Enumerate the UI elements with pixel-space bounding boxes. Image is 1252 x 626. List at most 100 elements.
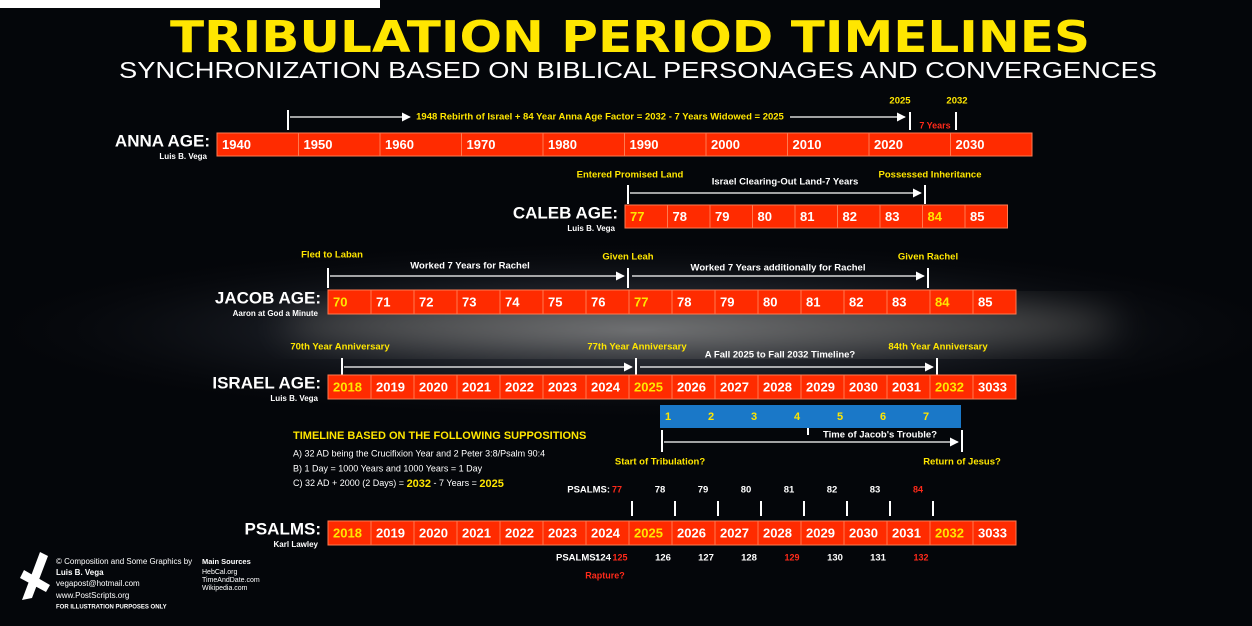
cell-value: 2030 (849, 525, 878, 540)
cell-value: 77 (634, 294, 648, 309)
psalm-number: 128 (741, 553, 757, 564)
psalm-number: 125 (612, 552, 627, 562)
cell-value: 3033 (978, 525, 1007, 540)
annotation: Time of Jacob's Trouble? (823, 430, 937, 441)
cell-value: 1990 (630, 137, 659, 152)
cell-value: 2021 (462, 379, 491, 394)
cell-value: 2031 (892, 379, 921, 394)
cell-value: 72 (419, 294, 433, 309)
row-label: ISRAEL AGE: (212, 373, 321, 392)
annotation: Return of Jesus? (923, 457, 1001, 468)
supposition: B) 1 Day = 1000 Years and 1000 Years = 1… (293, 463, 483, 473)
supposition: C) 32 AD + 2000 (2 Days) = 2032 - 7 Year… (293, 478, 504, 490)
cell-value: 2030 (956, 137, 985, 152)
annotation: A Fall 2025 to Fall 2032 Timeline? (705, 350, 856, 361)
psalm-number: 79 (698, 485, 709, 496)
psalm-number: 124 (595, 553, 612, 564)
cell-value: 73 (462, 294, 476, 309)
top-strip (0, 0, 380, 8)
row-label: CALEB AGE: (513, 203, 618, 222)
cell-value: 2020 (419, 525, 448, 540)
psalm-number: 84 (913, 484, 923, 494)
cell-value: 79 (715, 209, 729, 224)
cell-value: 2028 (763, 379, 792, 394)
row-sublabel: Luis B. Vega (567, 224, 615, 233)
cell-value: 2023 (548, 525, 577, 540)
source: HebCal.org (202, 569, 238, 576)
source: TimeAndDate.com (202, 577, 260, 584)
annotation: Worked 7 Years for Rachel (410, 261, 530, 272)
psalm-number: 77 (612, 484, 622, 494)
psalm-number: 126 (655, 553, 671, 564)
psalm-number: 78 (655, 485, 666, 496)
annotation: Given Leah (602, 252, 653, 263)
tribulation-year: 4 (794, 411, 801, 423)
title: TRIBULATION PERIOD TIMELINES (170, 12, 1090, 63)
cell-value: 3033 (978, 379, 1007, 394)
cell-value: 2030 (849, 379, 878, 394)
cell-value: 2024 (591, 379, 621, 394)
tribulation-year: 3 (751, 411, 757, 423)
row-sublabel: Karl Lawley (274, 540, 319, 549)
subtitle: SYNCHRONIZATION BASED ON BIBLICAL PERSON… (119, 57, 1157, 83)
cell-value: 83 (885, 209, 899, 224)
psalms-label: PSALMS: (567, 485, 610, 496)
annotation: 2025 (889, 96, 911, 107)
cell-value: 2026 (677, 379, 706, 394)
psalm-number: 131 (870, 553, 887, 564)
credit: www.PostScripts.org (55, 591, 129, 600)
cell-value: 2020 (874, 137, 903, 152)
annotation: Given Rachel (898, 252, 958, 263)
cell-value: 70 (333, 294, 347, 309)
cell-value: 80 (763, 294, 777, 309)
supposition: A) 32 AD being the Crucifixion Year and … (293, 448, 545, 458)
annotation: Entered Promised Land (577, 170, 684, 181)
cell-value: 2032 (935, 379, 964, 394)
row-sublabel: Luis B. Vega (159, 152, 207, 161)
cell-value: 2018 (333, 525, 362, 540)
cell-value: 1950 (304, 137, 333, 152)
annotation: Worked 7 Years additionally for Rachel (691, 263, 866, 274)
cell-value: 2021 (462, 525, 491, 540)
cell-value: 1970 (467, 137, 496, 152)
cell-value: 2031 (892, 525, 921, 540)
psalm-number: 83 (870, 485, 881, 496)
cell-value: 2010 (793, 137, 822, 152)
cell-value: 79 (720, 294, 734, 309)
cell-value: 2024 (591, 525, 621, 540)
annotation: 7 Years (919, 120, 950, 130)
credit: vegapost@hotmail.com (56, 579, 140, 588)
cell-value: 2027 (720, 525, 749, 540)
cell-value: 2022 (505, 379, 534, 394)
annotation: 70th Year Anniversary (290, 342, 390, 353)
cell-value: 2025 (634, 525, 663, 540)
cell-value: 2023 (548, 379, 577, 394)
cell-value: 2019 (376, 379, 405, 394)
annotation: Possessed Inheritance (879, 170, 982, 181)
suppositions-heading: TIMELINE BASED ON THE FOLLOWING SUPPOSIT… (293, 430, 586, 442)
cell-value: 84 (935, 294, 950, 309)
source: Wikipedia.com (202, 585, 248, 592)
annotation: 1948 Rebirth of Israel + 84 Year Anna Ag… (416, 112, 784, 123)
psalm-number: 82 (827, 485, 838, 496)
row-label: ANNA AGE: (115, 131, 210, 150)
cell-value: 84 (928, 209, 943, 224)
infographic: TRIBULATION PERIOD TIMELINES SYNCHRONIZA… (0, 0, 1252, 626)
cell-value: 1940 (222, 137, 251, 152)
annotation: 2032 (946, 96, 967, 107)
cell-value: 2029 (806, 525, 835, 540)
psalms-label: PSALMS: (556, 553, 599, 564)
cell-value: 2026 (677, 525, 706, 540)
credit: Luis B. Vega (56, 568, 104, 577)
supposition-year: 2025 (479, 478, 503, 490)
annotation: 77th Year Anniversary (587, 342, 687, 353)
cell-value: 2022 (505, 525, 534, 540)
cell-value: 80 (758, 209, 772, 224)
cell-value: 74 (505, 294, 520, 309)
row-label: PSALMS: (245, 519, 322, 538)
cell-value: 75 (548, 294, 562, 309)
credit: FOR ILLUSTRATION PURPOSES ONLY (56, 605, 167, 611)
cell-value: 85 (978, 294, 992, 309)
row-label: JACOB AGE: (215, 288, 321, 307)
supposition-year: 2032 (407, 478, 431, 490)
